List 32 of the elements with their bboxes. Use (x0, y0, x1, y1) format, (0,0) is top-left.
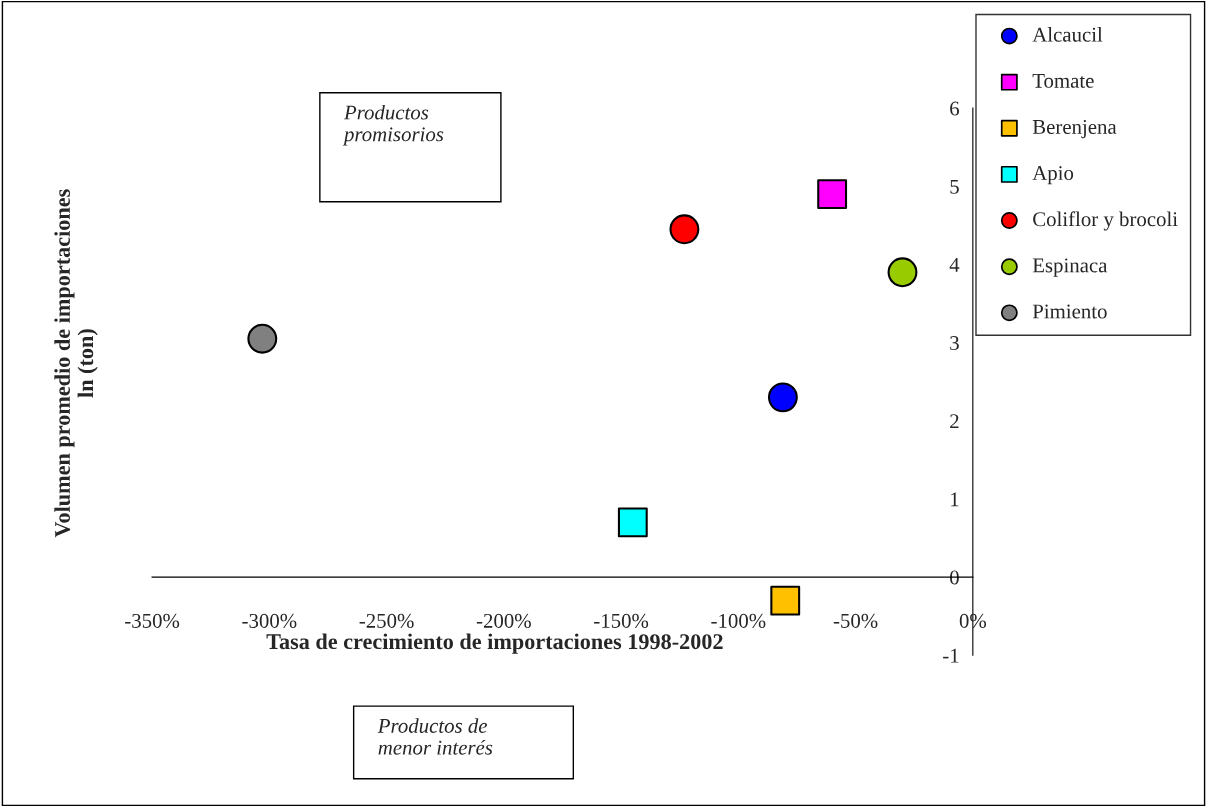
y-tick-label: 1 (951, 492, 959, 507)
y-tick-label: 6 (950, 101, 960, 116)
x-tick-label: -300% (242, 613, 297, 628)
legend-label: Alcaucil (1032, 27, 1103, 42)
x-tick-label: -350% (125, 613, 180, 628)
legend-label: Berenjena (1032, 119, 1117, 139)
x-tick-label: -50% (833, 613, 878, 628)
legend-label: Espinaca (1032, 258, 1108, 277)
y-tick-label: 2 (950, 414, 959, 429)
point (669, 214, 700, 245)
annotation: Productos promisorios (342, 104, 444, 146)
y-tick-label: 5 (950, 179, 959, 194)
legend-label: Pimiento (1032, 304, 1107, 319)
legend-label: Apio (1032, 166, 1074, 185)
text: Productos de menor interés (377, 718, 493, 755)
y-axis-title: Volumen promedio de importaciones ln (ton) (54, 189, 98, 538)
point (617, 507, 648, 538)
x-tick-label: -100% (711, 613, 766, 628)
legend-label: Tomate (1032, 74, 1094, 88)
y-tick-label: 4 (949, 257, 960, 272)
x-tick-label: -250% (359, 613, 414, 628)
x-axis-title: Tasa de crecimiento de importaciones 1998-2002 (266, 633, 723, 654)
x-tick-label: -200% (476, 613, 531, 628)
point (247, 323, 278, 354)
point (887, 257, 918, 288)
point (817, 179, 848, 210)
point (770, 585, 801, 616)
x-tick-label: -150% (594, 613, 649, 628)
y-tick-label: -1 (943, 648, 959, 663)
point (767, 382, 798, 413)
y-tick-label: 3 (950, 336, 959, 351)
legend-label: Coliflor y brocoli (1033, 211, 1178, 231)
